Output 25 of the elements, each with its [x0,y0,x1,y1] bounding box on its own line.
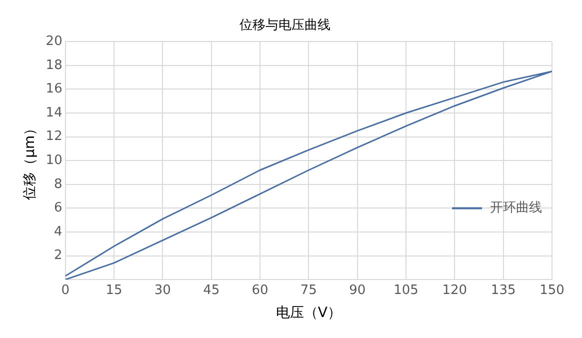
y-tick-label: 2 [54,248,62,264]
x-tick-label: 75 [300,282,317,298]
y-tick-label: 20 [46,34,62,49]
x-tick-label: 90 [349,282,366,298]
x-tick-label: 0 [61,282,70,298]
x-tick-label: 120 [442,282,468,298]
y-tick-label: 6 [54,200,62,216]
y-tick-label: 18 [46,58,62,73]
y-tick-label: 10 [46,152,62,168]
x-tick-label: 150 [540,282,564,298]
x-tick-label: 105 [394,282,418,298]
y-axis-title: 位移（μm） [22,121,38,200]
y-tick-label: 14 [46,105,62,120]
x-tick-label: 30 [154,282,171,298]
x-axis-title: 电压（V） [276,305,342,322]
x-tick-label: 135 [490,282,516,298]
y-tick-label: 4 [54,224,62,240]
y-tick-label: 8 [54,176,62,192]
y-tick-label: 16 [46,82,62,97]
x-tick-label: 60 [252,282,268,298]
y-tick-label: 12 [46,129,62,144]
chart-title: 位移与电压曲线 [240,18,330,34]
x-tick-label: 15 [106,282,122,298]
legend-label: 开环曲线 [490,200,542,216]
x-tick-label: 45 [203,282,220,298]
